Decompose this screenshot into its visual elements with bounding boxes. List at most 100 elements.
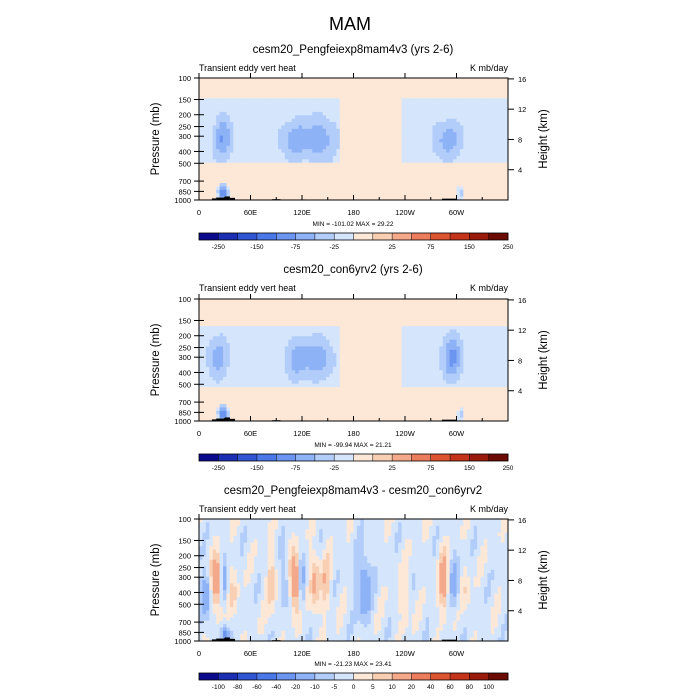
contour-cell xyxy=(463,135,468,140)
contour-cell xyxy=(360,135,365,140)
contour-cell xyxy=(329,183,334,187)
contour-cell xyxy=(202,189,207,194)
contour-cell xyxy=(446,169,451,174)
contour-cell xyxy=(387,101,392,106)
contour-cell xyxy=(429,94,433,99)
contour-cell xyxy=(350,312,354,317)
contour-cell xyxy=(477,111,481,116)
contour-cell xyxy=(405,319,409,324)
contour-cell xyxy=(236,305,241,310)
contour-cell xyxy=(435,169,440,174)
contour-cell xyxy=(473,155,478,160)
contour-cell xyxy=(363,186,368,191)
colorbar-swatch xyxy=(430,233,451,240)
contour-cell xyxy=(312,81,317,86)
contour-cell xyxy=(487,305,492,310)
contour-cell xyxy=(243,152,248,157)
contour-cell xyxy=(415,78,420,82)
contour-cell xyxy=(370,312,375,317)
contour-cell xyxy=(453,302,457,307)
contour-cell xyxy=(291,353,296,358)
contour-cell xyxy=(219,145,224,150)
contour-cell xyxy=(353,346,358,351)
contour-cell xyxy=(319,152,323,157)
contour-cell xyxy=(504,169,509,174)
contour-cell xyxy=(271,326,275,330)
contour-cell xyxy=(209,343,214,347)
contour-cell xyxy=(367,305,372,310)
contour-cell xyxy=(442,166,447,170)
contour-cell xyxy=(226,128,231,133)
contour-cell xyxy=(284,118,289,123)
contour-cell xyxy=(356,336,361,341)
contour-cell xyxy=(439,139,444,143)
contour-cell xyxy=(453,305,457,310)
contour-cell xyxy=(356,152,361,157)
contour-cell xyxy=(487,329,492,334)
contour-cell xyxy=(483,343,488,347)
contour-cell xyxy=(463,132,468,137)
contour-cell xyxy=(473,78,478,82)
contour-cell xyxy=(377,122,382,126)
contour-cell xyxy=(319,329,323,334)
contour-cell xyxy=(315,343,320,347)
contour-cell xyxy=(501,179,505,184)
contour-cell xyxy=(260,302,265,307)
contour-cell xyxy=(315,353,320,358)
contour-cell xyxy=(339,339,344,344)
contour-cell xyxy=(257,353,262,358)
contour-cell xyxy=(322,115,327,120)
contour-cell xyxy=(490,343,495,347)
contour-cell xyxy=(233,166,238,170)
contour-cell xyxy=(312,145,317,150)
contour-cell xyxy=(418,111,423,116)
contour-cell xyxy=(401,101,406,106)
contour-cell xyxy=(432,312,437,317)
contour-cell xyxy=(298,166,303,170)
contour-cell xyxy=(459,108,464,113)
contour-cell xyxy=(326,349,330,354)
contour-cell xyxy=(363,125,368,130)
contour-cell xyxy=(477,176,481,181)
contour-cell xyxy=(295,81,299,86)
contour-cell xyxy=(425,346,430,351)
contour-cell xyxy=(466,115,471,120)
contour-cell xyxy=(384,162,389,167)
contour-cell xyxy=(446,339,451,344)
contour-cell xyxy=(226,349,231,354)
contour-cell xyxy=(429,349,433,354)
contour-cell xyxy=(439,189,444,194)
contour-cell xyxy=(442,172,447,177)
contour-cell xyxy=(343,326,348,330)
contour-cell xyxy=(284,179,289,184)
contour-cell xyxy=(305,78,310,82)
contour-cell xyxy=(487,349,492,354)
contour-cell xyxy=(418,139,423,143)
contour-cell xyxy=(332,98,337,103)
contour-cell xyxy=(205,122,210,126)
contour-cell xyxy=(442,81,447,86)
contour-cell xyxy=(398,346,402,351)
contour-cell xyxy=(329,145,334,150)
contour-cell xyxy=(442,145,447,150)
contour-cell xyxy=(243,101,248,106)
contour-cell xyxy=(425,332,430,337)
contour-cell xyxy=(240,142,245,147)
contour-cell xyxy=(405,139,409,143)
contour-cell xyxy=(497,189,502,194)
contour-cell xyxy=(380,189,385,194)
contour-cell xyxy=(264,132,269,137)
contour-cell xyxy=(308,145,313,150)
contour-cell xyxy=(490,329,495,334)
contour-cell xyxy=(205,128,210,133)
contour-cell xyxy=(432,349,437,354)
contour-cell xyxy=(243,145,248,150)
contour-cell xyxy=(398,353,402,358)
contour-cell xyxy=(470,122,475,126)
contour-cell xyxy=(408,78,413,82)
contour-cell xyxy=(233,322,238,327)
contour-cell xyxy=(490,339,495,344)
contour-cell xyxy=(446,172,451,177)
contour-cell xyxy=(253,179,258,184)
contour-cell xyxy=(453,145,457,150)
